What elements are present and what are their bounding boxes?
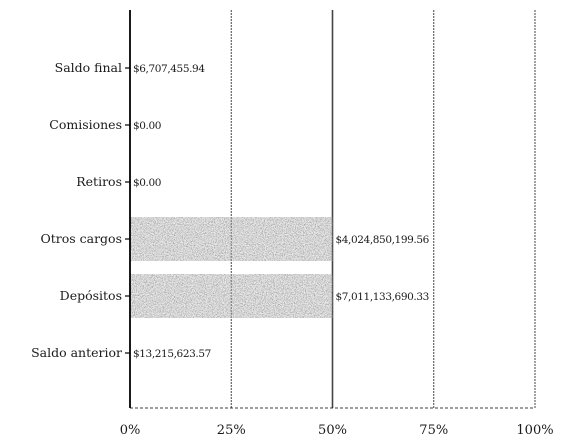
category-label: Comisiones <box>49 117 122 132</box>
bar-dep-sitos <box>130 274 333 318</box>
x-tick-label: 100% <box>516 423 553 438</box>
x-tick-label: 75% <box>419 423 448 438</box>
category-label: Otros cargos <box>40 231 122 246</box>
labels: Saldo anterior Depósitos Otros cargos Retir… <box>31 60 554 438</box>
value-label: $6,707,455.94 <box>133 63 205 75</box>
category-label: Depósitos <box>60 288 122 303</box>
category-label: Saldo anterior <box>31 345 122 360</box>
axes <box>125 10 535 409</box>
x-tick-label: 50% <box>318 423 347 438</box>
value-label: $7,011,133,690.33 <box>336 291 429 303</box>
value-label: $4,024,850,199.56 <box>336 234 430 246</box>
x-tick-label: 25% <box>217 423 246 438</box>
category-label: Saldo final <box>55 60 122 75</box>
value-label: $0.00 <box>133 177 161 189</box>
x-tick-label: 0% <box>120 423 141 438</box>
bar-otros-cargos <box>130 217 333 261</box>
grid-lines <box>230 10 536 408</box>
value-label: $0.00 <box>133 120 161 132</box>
category-label: Retiros <box>76 174 122 189</box>
value-label: $13,215,623.57 <box>133 348 211 360</box>
bars <box>130 217 333 318</box>
